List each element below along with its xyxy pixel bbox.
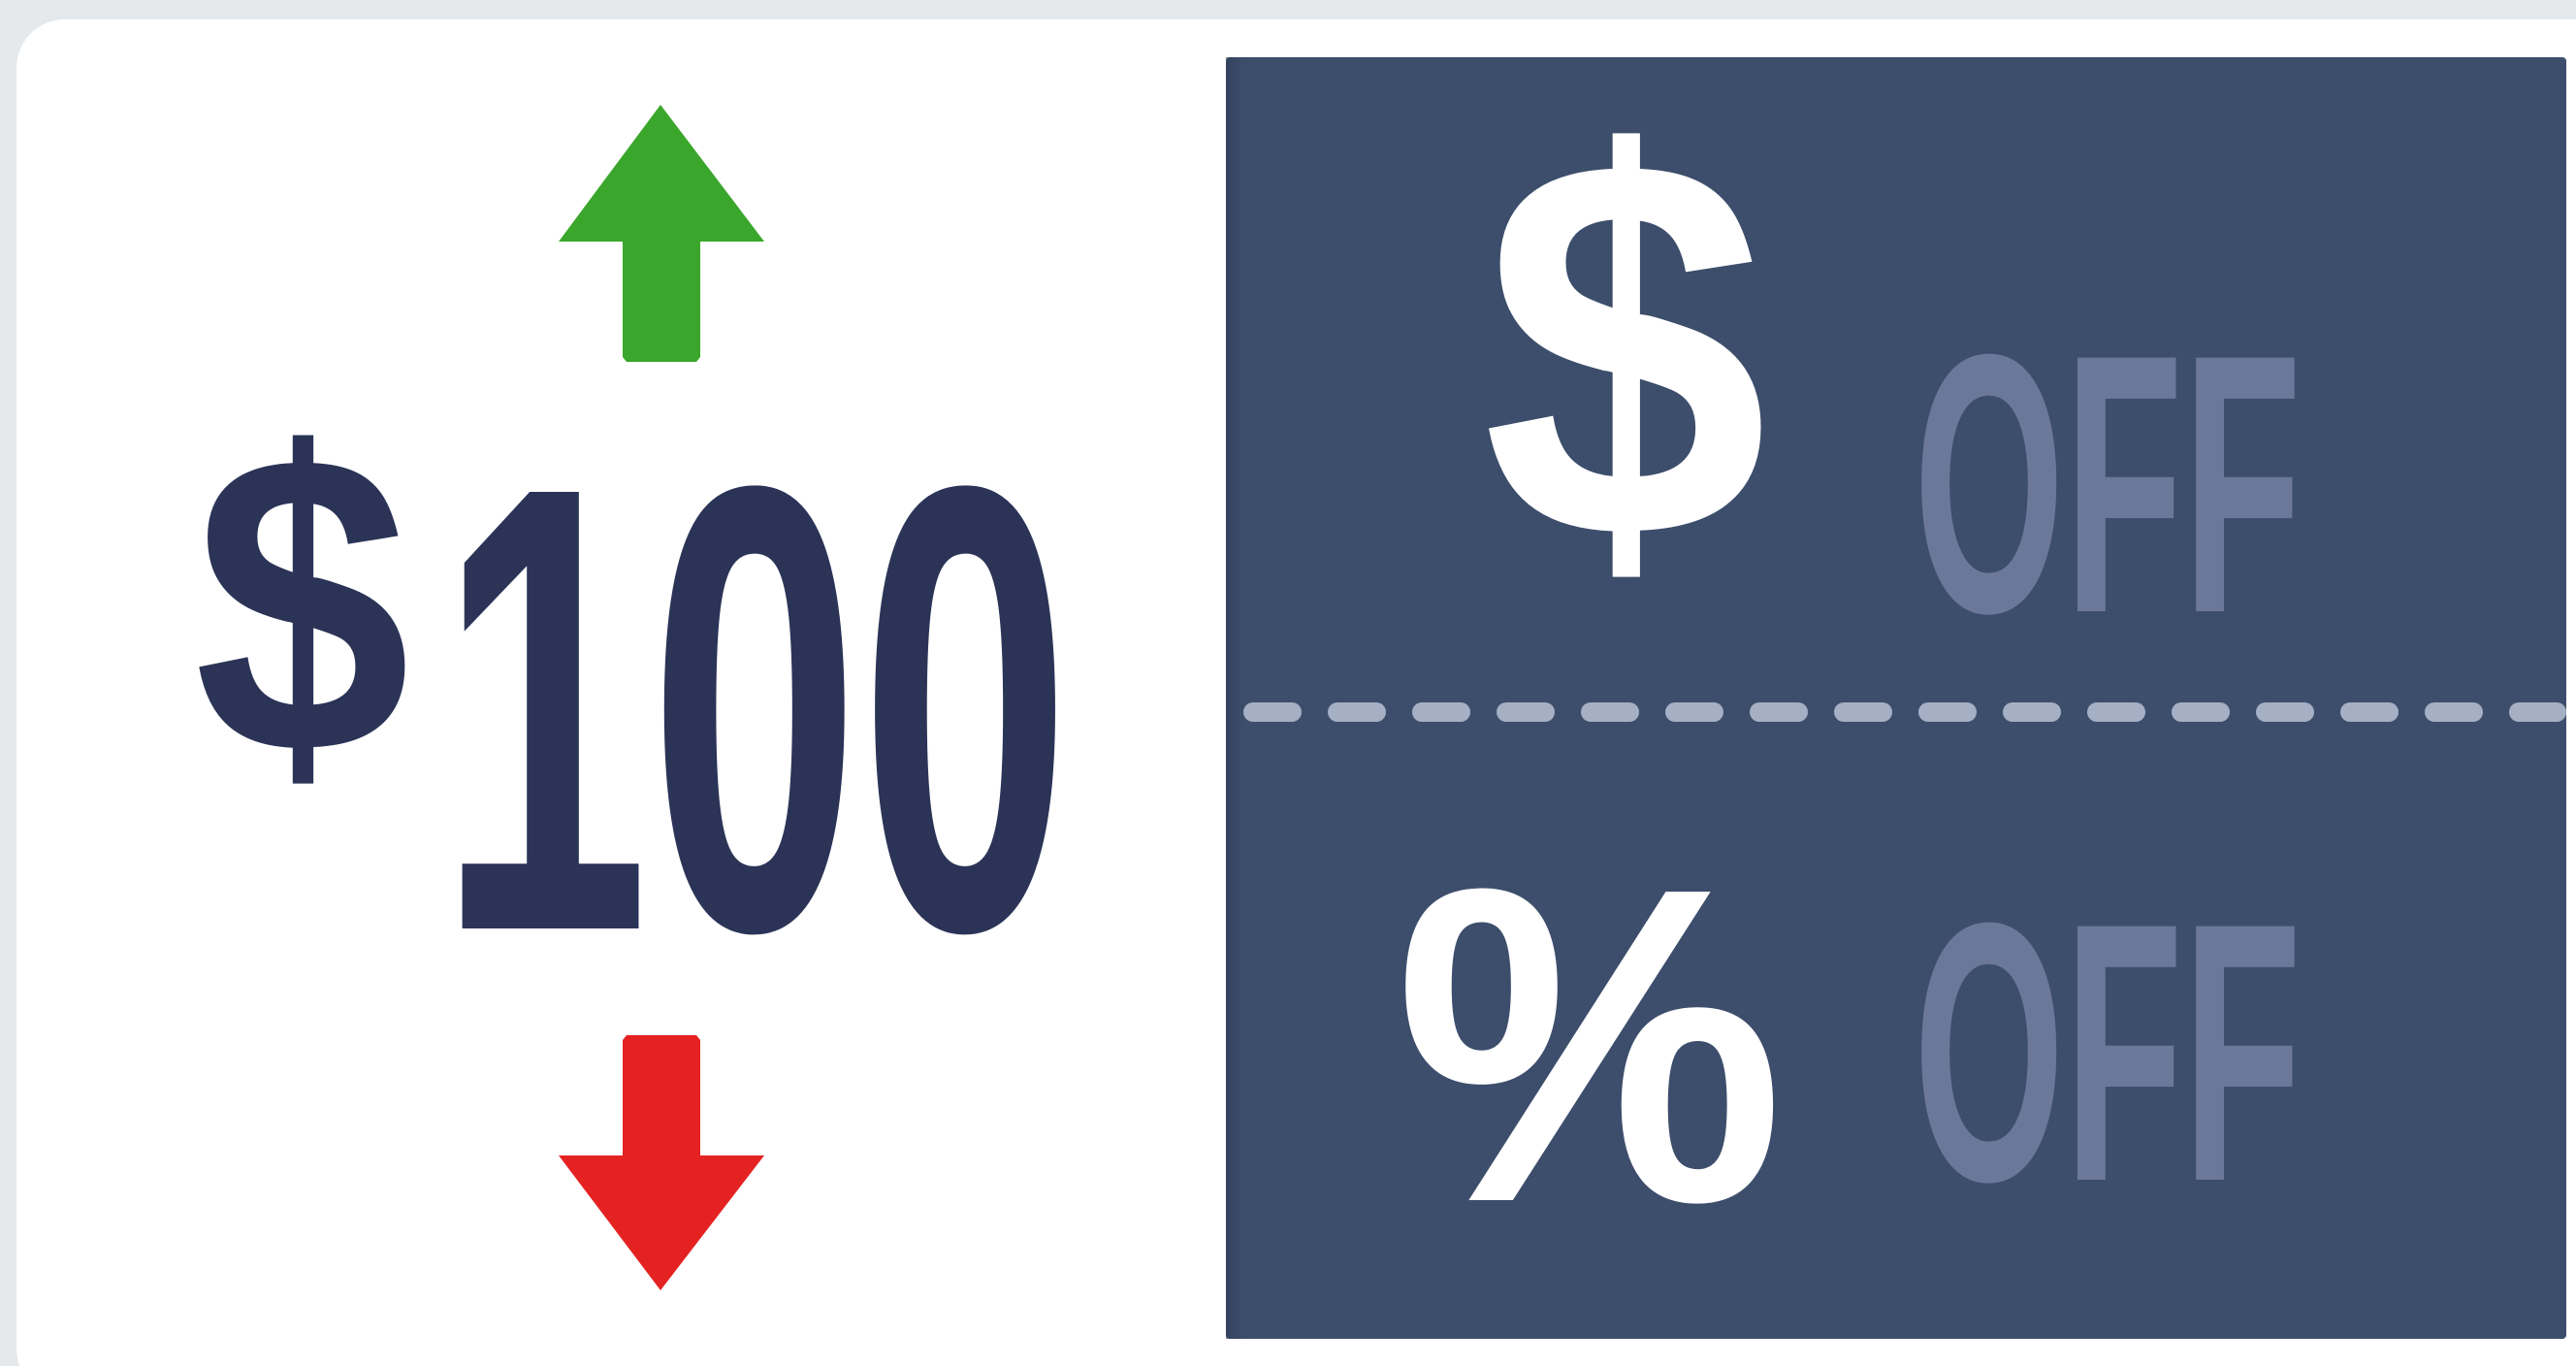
- price-amount: 100: [438, 354, 1071, 1063]
- currency-symbol: $: [194, 367, 410, 843]
- panel-edge: [1226, 57, 1253, 1339]
- discount-panel: [1226, 57, 2566, 1339]
- dollar-off-label: OFF: [1914, 277, 2302, 690]
- increase-arrow: [559, 105, 764, 362]
- percent-off-symbol: %: [1395, 795, 1785, 1295]
- decrease-arrow: [559, 1035, 764, 1290]
- percent-off-label: OFF: [1914, 846, 2302, 1258]
- dollar-off-symbol: $: [1482, 45, 1768, 652]
